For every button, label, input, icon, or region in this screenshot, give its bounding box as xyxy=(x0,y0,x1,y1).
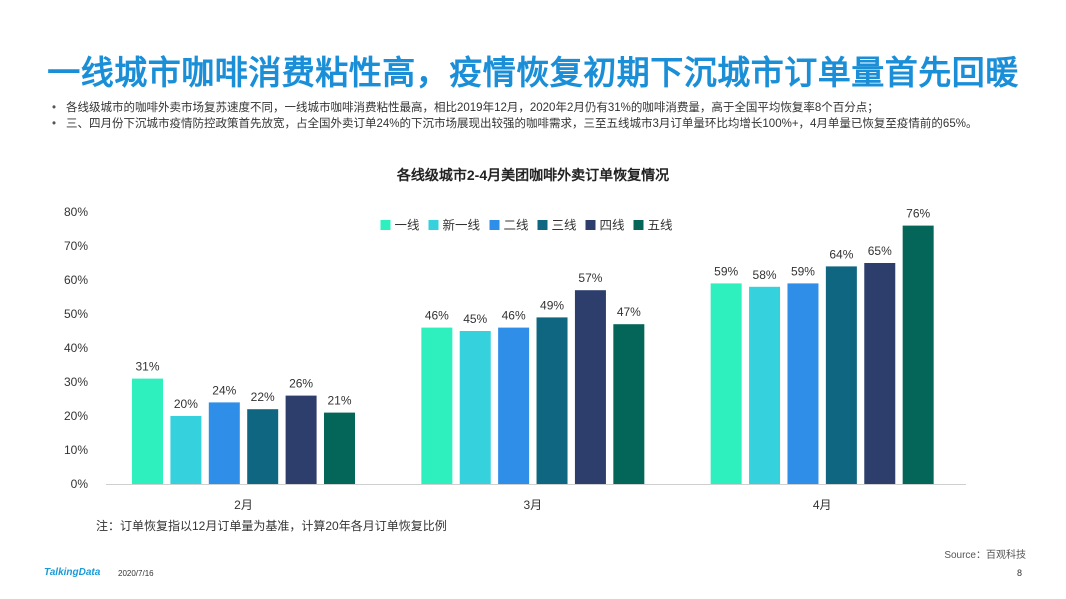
bar xyxy=(208,402,240,484)
legend-label: 新一线 xyxy=(443,218,481,233)
legend-swatch xyxy=(585,220,596,230)
data-label: 59% xyxy=(791,264,815,278)
bar xyxy=(574,290,606,484)
data-label: 46% xyxy=(425,309,449,323)
legend-swatch xyxy=(489,220,500,230)
data-label: 45% xyxy=(463,312,487,326)
y-tick-label: 60% xyxy=(64,273,88,287)
data-label: 24% xyxy=(212,383,236,397)
bullet-item: 各线级城市的咖啡外卖市场复苏速度不同，一线城市咖啡消费粘性最高，相比2019年1… xyxy=(50,101,1030,116)
data-label: 47% xyxy=(617,305,641,319)
data-label: 21% xyxy=(327,394,351,408)
data-label: 49% xyxy=(540,298,564,312)
bar xyxy=(132,378,163,484)
x-tick-label: 4月 xyxy=(813,498,832,512)
date-label: 2020/7/16 xyxy=(118,569,154,578)
data-label: 64% xyxy=(829,247,853,261)
bar xyxy=(324,412,355,484)
data-label: 59% xyxy=(714,264,738,278)
data-label: 58% xyxy=(753,268,777,282)
legend-label: 四线 xyxy=(600,219,626,233)
bar xyxy=(825,266,857,484)
legend-label: 三线 xyxy=(552,219,578,233)
legend-swatch xyxy=(380,220,391,230)
y-tick-label: 20% xyxy=(64,409,88,423)
bar xyxy=(613,324,645,484)
data-label: 76% xyxy=(906,207,930,221)
legend-swatch xyxy=(633,220,644,230)
y-tick-label: 50% xyxy=(64,307,88,321)
data-label: 46% xyxy=(502,309,526,323)
y-tick-label: 30% xyxy=(64,375,88,389)
y-tick-label: 10% xyxy=(64,443,88,457)
legend-swatch xyxy=(428,220,439,230)
bar xyxy=(710,283,742,484)
chart-title: 各线级城市2-4月美团咖啡外卖订单恢复情况 xyxy=(396,167,670,183)
bar xyxy=(536,317,568,484)
bar xyxy=(285,395,317,484)
bar xyxy=(498,327,530,484)
chart-note: 注：订单恢复指以12月订单量为基准，计算20年各月订单恢复比例 xyxy=(96,519,447,533)
x-tick-label: 3月 xyxy=(523,498,542,512)
bar xyxy=(749,286,781,484)
bullet-item: 三、四月份下沉城市疫情防控政策首先放宽，占全国外卖订单24%的下沉市场展现出较强… xyxy=(50,117,1030,132)
legend-label: 二线 xyxy=(504,219,530,233)
data-label: 20% xyxy=(174,397,198,411)
bar xyxy=(787,283,819,484)
bar xyxy=(421,327,453,484)
y-tick-label: 80% xyxy=(64,205,88,219)
legend-label: 一线 xyxy=(395,219,421,233)
legend-swatch xyxy=(537,220,548,230)
brand-logo: TalkingData xyxy=(44,567,101,578)
data-label: 31% xyxy=(135,360,159,374)
y-tick-label: 70% xyxy=(64,239,88,253)
legend-label: 五线 xyxy=(648,219,674,233)
bar xyxy=(864,263,896,484)
data-label: 65% xyxy=(868,244,892,258)
y-tick-label: 40% xyxy=(64,341,88,355)
bar xyxy=(459,331,491,484)
y-tick-label: 0% xyxy=(71,477,89,491)
bar xyxy=(247,409,279,484)
data-label: 26% xyxy=(289,377,313,391)
bar xyxy=(170,416,202,484)
bar xyxy=(902,225,934,484)
data-label: 57% xyxy=(578,271,602,285)
x-tick-label: 2月 xyxy=(234,498,253,512)
page-number: 8 xyxy=(1016,568,1022,578)
data-label: 22% xyxy=(251,390,275,404)
source-label: Source：百观科技 xyxy=(944,550,1026,561)
slide-title: 一线城市咖啡消费粘性高，疫情恢复初期下沉城市订单量首先回暖 xyxy=(47,54,1019,91)
bullet-list: 各线级城市的咖啡外卖市场复苏速度不同，一线城市咖啡消费粘性最高，相比2019年1… xyxy=(50,101,1030,133)
